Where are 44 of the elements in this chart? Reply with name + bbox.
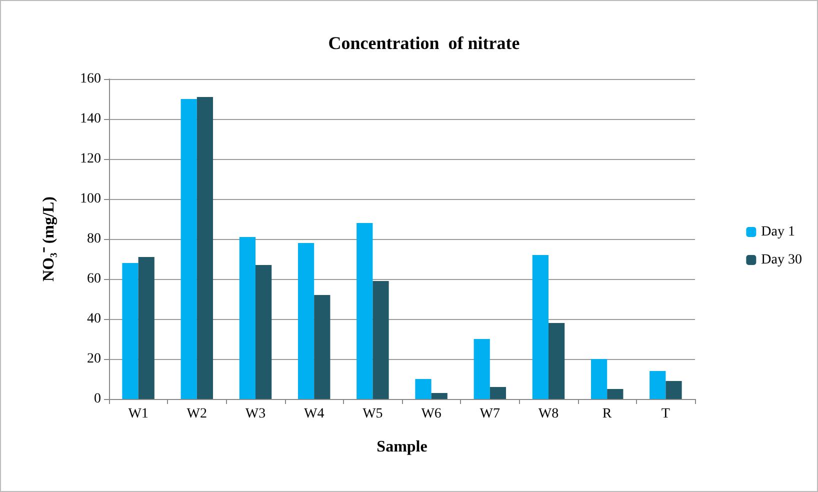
x-tick-label: W7	[480, 406, 500, 422]
y-tick-label: 160	[80, 72, 101, 86]
bar	[650, 371, 666, 399]
x-tick-label: W6	[421, 406, 442, 422]
x-tick-label: R	[602, 406, 612, 422]
bar	[138, 257, 154, 399]
y-tick-label: 140	[80, 112, 101, 126]
y-tick-label: 120	[80, 152, 101, 166]
legend-label: Day 1	[761, 224, 796, 240]
legend-label: Day 30	[761, 252, 802, 268]
y-tick-label: 0	[94, 392, 101, 406]
y-tick-label: 100	[80, 192, 101, 206]
bar	[314, 295, 330, 399]
bar	[298, 243, 314, 399]
bar	[415, 379, 432, 399]
bar	[196, 97, 214, 399]
chart-title: Concentration of nitrate	[328, 33, 520, 53]
y-axis-title: NO₃⁻ (mg/L)	[40, 196, 58, 282]
x-axis-title: Sample	[376, 438, 428, 456]
bar	[490, 387, 506, 399]
x-tick-label: W1	[128, 406, 148, 422]
x-tick-label: T	[661, 406, 670, 422]
y-tick-label: 20	[87, 352, 101, 366]
x-tick-label: W2	[186, 406, 208, 422]
bar	[239, 237, 256, 399]
y-tick-label: 40	[87, 312, 101, 326]
bar	[372, 281, 389, 399]
bar	[548, 323, 565, 399]
bar	[256, 265, 272, 399]
bar	[590, 359, 608, 399]
bar	[474, 339, 490, 399]
bar	[431, 393, 448, 399]
bar	[122, 263, 138, 399]
y-tick-label: 60	[87, 272, 101, 286]
bar	[666, 381, 682, 399]
x-tick-label: W8	[538, 406, 559, 422]
bar	[180, 99, 197, 399]
x-tick-label: W4	[304, 406, 324, 422]
bar	[607, 389, 624, 399]
bar	[532, 255, 548, 399]
x-tick-label: W5	[362, 406, 383, 422]
bar	[356, 223, 373, 399]
x-tick-label: W3	[245, 406, 266, 422]
y-tick-label: 80	[87, 232, 101, 246]
